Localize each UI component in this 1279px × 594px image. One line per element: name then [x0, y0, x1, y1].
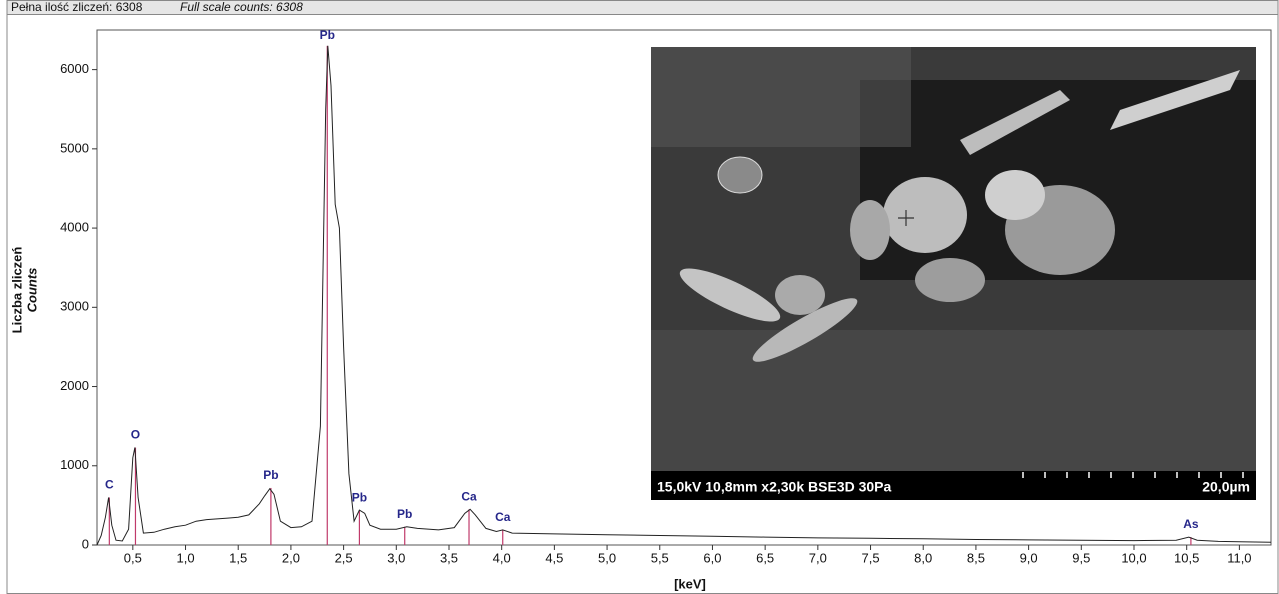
- peak-label: O: [131, 428, 140, 442]
- x-axis-title: [keV]: [674, 576, 706, 591]
- peak-label: Ca: [461, 490, 477, 504]
- x-tick-label: 1,5: [229, 550, 247, 565]
- peak-label: Ca: [495, 510, 511, 524]
- y-tick-label: 5000: [60, 140, 89, 155]
- peak-label: Pb: [397, 507, 412, 521]
- x-tick-label: 9,0: [1020, 550, 1038, 565]
- x-tick-label: 5,5: [651, 550, 669, 565]
- x-tick-label: 7,0: [809, 550, 827, 565]
- x-tick-label: 6,5: [756, 550, 774, 565]
- sem-particle: [718, 157, 762, 193]
- x-tick-label: 3,0: [387, 550, 405, 565]
- y-tick-label: 1000: [60, 457, 89, 472]
- sem-texture: [651, 330, 1256, 471]
- peak-label: C: [105, 478, 114, 492]
- x-tick-label: 1,0: [176, 550, 194, 565]
- x-tick-label: 0,5: [124, 550, 142, 565]
- y-tick-label: 6000: [60, 61, 89, 76]
- sem-caption: 15,0kV 10,8mm x2,30k BSE3D 30Pa: [657, 479, 891, 495]
- peak-label: Pb: [320, 28, 335, 42]
- x-tick-label: 5,0: [598, 550, 616, 565]
- x-tick-label: 4,0: [493, 550, 511, 565]
- x-tick-label: 3,5: [440, 550, 458, 565]
- x-tick-label: 7,5: [861, 550, 879, 565]
- sem-particle: [775, 275, 825, 315]
- sem-particle: [850, 200, 890, 260]
- sem-particle: [883, 177, 967, 253]
- y-axis-title-en: Counts: [24, 268, 39, 313]
- x-tick-label: 4,5: [545, 550, 563, 565]
- sem-particle: [915, 258, 985, 302]
- x-tick-label: 6,0: [703, 550, 721, 565]
- chart: Pełna ilość zliczeń: 6308 Full scale cou…: [0, 0, 1279, 594]
- y-axis-title: Liczba zliczeń: [9, 247, 24, 334]
- header-counts: Pełna ilość zliczeń: 6308: [11, 0, 143, 14]
- x-tick-label: 2,5: [335, 550, 353, 565]
- sem-image: 15,0kV 10,8mm x2,30k BSE3D 30Pa 20,0µm: [651, 47, 1256, 500]
- peak-label: Pb: [352, 490, 367, 504]
- sem-particle: [985, 170, 1045, 220]
- y-tick-label: 4000: [60, 220, 89, 235]
- x-tick-label: 11,0: [1227, 550, 1251, 565]
- sem-texture: [651, 47, 911, 147]
- peak-label: Pb: [263, 468, 278, 482]
- y-tick-label: 2000: [60, 378, 89, 393]
- x-tick-label: 8,0: [914, 550, 932, 565]
- peak-label: As: [1183, 517, 1199, 531]
- y-tick-label: 3000: [60, 299, 89, 314]
- page: {"header": {"counts_pl": "Pełna ilość zl…: [0, 0, 1279, 594]
- x-tick-label: 8,5: [967, 550, 985, 565]
- header-counts-en: Full scale counts: 6308: [180, 0, 303, 14]
- x-tick-label: 10,5: [1174, 550, 1199, 565]
- x-tick-label: 10,0: [1121, 550, 1146, 565]
- y-tick-label: 0: [82, 536, 89, 551]
- sem-scale-label: 20,0µm: [1202, 479, 1250, 495]
- x-tick-label: 9,5: [1072, 550, 1090, 565]
- x-tick-label: 2,0: [282, 550, 300, 565]
